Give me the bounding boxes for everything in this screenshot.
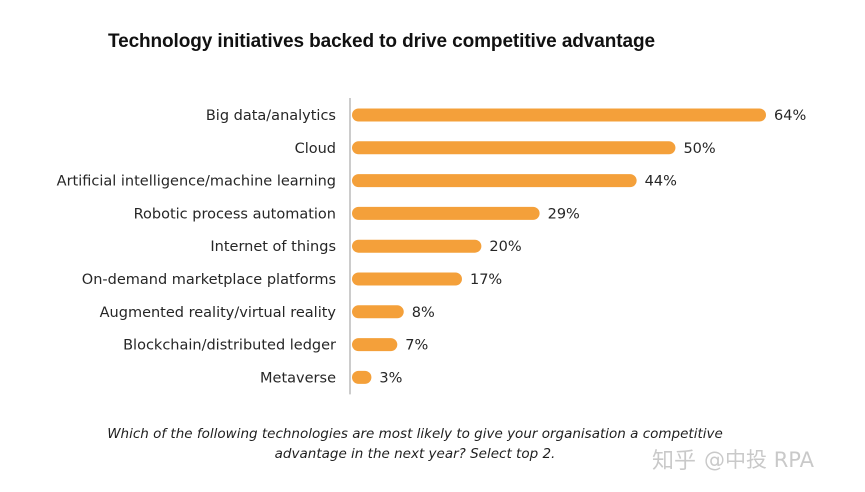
- value-label: 8%: [412, 305, 435, 321]
- category-label: Augmented reality/virtual reality: [100, 305, 337, 321]
- chart-title: Technology initiatives backed to drive c…: [108, 31, 655, 52]
- bar: [352, 206, 540, 220]
- bar: [352, 272, 462, 286]
- value-label: 29%: [548, 206, 580, 222]
- bar: [352, 338, 398, 352]
- value-label: 64%: [774, 108, 806, 124]
- watermark: 知乎 @中投 RPA: [652, 443, 814, 475]
- category-label: Cloud: [295, 141, 336, 157]
- category-label: Internet of things: [210, 239, 336, 255]
- watermark-brand: 知乎: [652, 449, 697, 474]
- value-label: 3%: [379, 370, 402, 386]
- bar: [352, 239, 482, 253]
- value-label: 20%: [489, 239, 521, 255]
- bar: [352, 305, 404, 319]
- value-label: 50%: [683, 141, 715, 157]
- category-labels: Big data/analytics Cloud Artificial intell…: [57, 108, 337, 386]
- caption-line-2: advantage in the next year? Select top 2…: [274, 446, 556, 462]
- category-label: Blockchain/distributed ledger: [123, 338, 336, 354]
- value-labels: 64% 50% 44% 29% 20% 17% 8% 7%3%: [379, 108, 806, 386]
- value-label: 44%: [645, 174, 677, 190]
- category-label: Robotic process automation: [134, 206, 336, 222]
- bar: [352, 370, 372, 384]
- category-label: On-demand marketplace platforms: [82, 272, 336, 288]
- value-label: 7%: [405, 338, 428, 354]
- value-label: 17%: [470, 272, 502, 288]
- bar: [352, 141, 676, 155]
- caption-line-1: Which of the following technologies are …: [107, 426, 723, 442]
- chart-caption: Which of the following technologies are …: [100, 424, 730, 464]
- bar: [352, 108, 766, 122]
- category-label: Big data/analytics: [206, 108, 336, 124]
- bars: [352, 108, 766, 384]
- category-label: Artificial intelligence/machine learning: [57, 174, 336, 190]
- bar: [352, 174, 637, 188]
- watermark-handle: @中投 RPA: [704, 448, 814, 472]
- category-label: Metaverse: [260, 370, 336, 386]
